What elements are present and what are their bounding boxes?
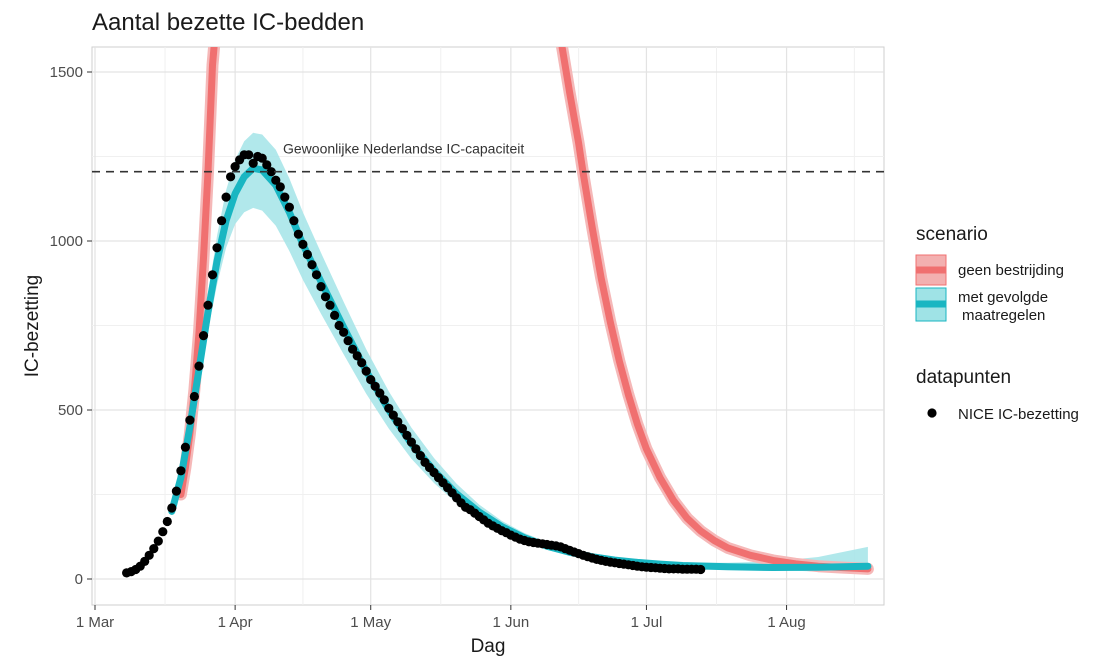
x-tick-label: 1 May xyxy=(350,614,391,631)
x-tick-label: 1 Apr xyxy=(218,614,253,631)
legend: scenario geen bestrijding met gevolgdemaat… xyxy=(915,224,1079,423)
nice-data-point xyxy=(284,202,294,212)
legend-key-nice xyxy=(927,408,937,418)
nice-data-point xyxy=(320,292,331,302)
nice-data-point xyxy=(298,239,308,249)
nice-data-point xyxy=(370,381,380,391)
nice-data-point xyxy=(266,167,276,177)
nice-data-point xyxy=(158,527,168,537)
nice-data-point xyxy=(207,270,218,280)
nice-data-point xyxy=(311,270,322,280)
nice-data-point xyxy=(696,564,706,575)
nice-data-point xyxy=(348,344,358,354)
nice-data-point xyxy=(167,503,177,513)
legend-datapoints-title: datapunten xyxy=(916,367,1011,388)
x-tick-label: 1 Mar xyxy=(76,614,114,631)
nice-data-point xyxy=(289,216,299,226)
nice-data-point xyxy=(180,442,190,452)
nice-data-point xyxy=(375,388,385,398)
y-axis-title: IC-bezetting xyxy=(22,275,43,377)
nice-data-point xyxy=(415,451,425,461)
nice-data-point xyxy=(397,424,407,434)
nice-data-point xyxy=(149,544,159,554)
plot-panel: 1 Mar 1 Apr 1 May 1 Jun 1 Jul 1 Aug 0 500 1000 15… xyxy=(22,46,885,657)
nice-data-point xyxy=(248,158,258,168)
nice-data-point xyxy=(185,415,195,425)
nice-data-point xyxy=(325,300,335,310)
nice-data-point xyxy=(343,336,353,346)
nice-data-point xyxy=(230,162,240,172)
nice-data-point xyxy=(339,327,349,337)
nice-data-point xyxy=(379,395,389,405)
nice-data-point xyxy=(153,536,163,546)
nice-data-point xyxy=(411,444,421,454)
nice-data-point xyxy=(271,175,281,185)
nice-data-point xyxy=(217,216,227,226)
y-tick-label: 1500 xyxy=(50,64,83,81)
nice-data-point xyxy=(176,466,186,476)
chart-title: Aantal bezette IC-bedden xyxy=(92,9,364,36)
nice-data-point xyxy=(221,192,231,202)
nice-data-point xyxy=(275,182,285,192)
x-tick-label: 1 Aug xyxy=(767,614,805,631)
nice-data-point xyxy=(244,150,254,160)
nice-data-point xyxy=(307,260,317,270)
nice-data-point xyxy=(316,282,326,292)
nice-data-point xyxy=(302,249,312,260)
y-tick-label: 0 xyxy=(75,571,83,588)
legend-label-met-1: met gevolgde xyxy=(958,289,1048,306)
nice-data-point xyxy=(334,320,344,331)
nice-data-point xyxy=(162,516,172,527)
y-tick-label: 1000 xyxy=(50,233,83,250)
nice-data-point xyxy=(406,437,416,447)
legend-scenario-title: scenario xyxy=(916,224,988,245)
plot-area xyxy=(122,47,874,578)
nice-data-point xyxy=(171,486,181,496)
nice-data-point xyxy=(388,410,398,420)
nice-data-point xyxy=(330,310,340,320)
nice-data-point xyxy=(262,160,272,170)
nice-data-point xyxy=(293,229,303,239)
nice-data-point xyxy=(352,351,362,361)
nice-data-point xyxy=(203,300,213,310)
x-tick-label: 1 Jul xyxy=(631,614,663,631)
legend-label-nice: NICE IC-bezetting xyxy=(958,406,1079,423)
capacity-annotation: Gewoonlijke Nederlandse IC-capaciteit xyxy=(283,141,524,157)
x-tick-label: 1 Jun xyxy=(492,614,529,631)
nice-data-point xyxy=(194,361,204,371)
nice-data-point xyxy=(361,366,371,376)
nice-data-point xyxy=(189,391,199,402)
nice-data-point xyxy=(402,430,412,440)
nice-data-point xyxy=(357,358,367,368)
legend-label-met-2: maatregelen xyxy=(962,307,1045,324)
nice-data-point xyxy=(366,375,376,385)
x-axis-title: Dag xyxy=(471,636,506,657)
nice-data-point xyxy=(257,153,267,163)
geen-line-2 xyxy=(558,47,872,573)
y-tick-label: 500 xyxy=(58,402,83,419)
nice-data-point xyxy=(226,172,236,182)
legend-label-geen: geen bestrijding xyxy=(958,262,1064,279)
nice-data-point xyxy=(393,417,403,427)
nice-data-point xyxy=(384,403,394,413)
nice-data-point xyxy=(144,550,154,560)
nice-data-point xyxy=(212,243,222,253)
nice-data-point xyxy=(280,192,290,202)
nice-data-point xyxy=(198,331,209,341)
